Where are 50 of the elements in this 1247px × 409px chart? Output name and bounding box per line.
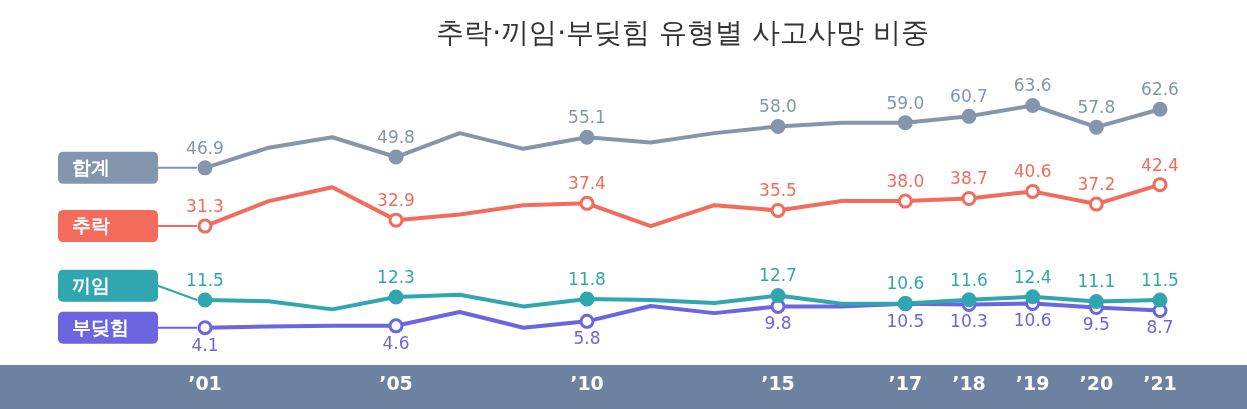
data-label: 4.6 [382,332,410,353]
data-label: 11.1 [1077,271,1116,292]
data-label: 38.0 [886,171,925,192]
data-label: 9.5 [1082,314,1110,335]
data-label: 4.1 [191,334,219,355]
data-label: 60.7 [950,86,988,107]
data-label: 11.6 [950,269,988,290]
text: 끼임 [72,273,110,296]
x-tick-label: ’18 [952,372,986,395]
data-label: 37.2 [1077,174,1116,195]
x-tick-label: ’19 [1015,372,1050,395]
data-label: 59.0 [886,92,925,113]
data-label: 38.7 [950,168,988,189]
data-label: 8.7 [1146,317,1174,338]
x-tick-label: ’10 [570,372,604,395]
data-label: 46.9 [186,137,224,158]
data-label: 42.4 [1141,154,1179,175]
text: 추락 [72,214,110,237]
x-tick-label: ’20 [1079,372,1114,395]
text: 합계 [72,155,110,178]
data-label: 63.6 [1013,75,1052,96]
data-label: 10.5 [886,310,925,331]
data-label: 31.3 [186,196,224,217]
x-tick-label: ’01 [188,372,222,395]
chart-title: 추락·끼임·부딪힘 유형별 사고사망 비중 [436,16,929,50]
data-label: 62.6 [1141,79,1179,100]
x-tick-label: ’17 [888,372,923,395]
data-label: 10.6 [1013,310,1052,331]
x-tick-label: ’15 [761,372,795,395]
x-tick-label: ’05 [379,372,413,395]
data-label: 55.1 [568,107,606,128]
data-label: 5.8 [573,328,601,349]
legend-label: 부딪힘 [72,315,129,338]
data-label: 40.6 [1013,161,1052,182]
data-label: 58.0 [759,96,797,117]
data-label: 12.7 [759,265,797,286]
data-label: 10.3 [950,311,988,332]
data-label: 12.3 [377,266,415,287]
data-label: 10.6 [886,273,925,294]
data-label: 12.4 [1013,266,1052,287]
data-label: 32.9 [377,190,415,211]
data-label: 35.5 [759,180,797,201]
data-label: 49.8 [377,126,415,147]
data-label: 37.4 [568,173,606,194]
x-tick-label: ’21 [1143,372,1177,395]
data-label: 11.5 [1141,269,1179,290]
data-label: 57.8 [1077,97,1116,118]
data-label: 9.8 [764,313,792,334]
data-label: 11.8 [568,268,606,289]
data-label: 11.5 [186,269,224,290]
